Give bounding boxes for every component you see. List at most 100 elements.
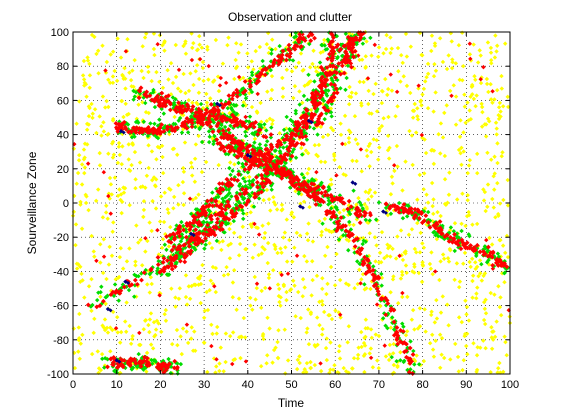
- clutter-point: [492, 154, 497, 159]
- observation-core-point: [196, 114, 202, 120]
- clutter-point: [306, 342, 312, 347]
- clutter-point: [467, 259, 472, 265]
- observation-core-point: [168, 255, 174, 260]
- clutter-point: [189, 31, 194, 36]
- observation-core-point: [223, 203, 229, 209]
- clutter-point: [82, 170, 87, 176]
- observation-band-point: [252, 140, 257, 145]
- observation-core-point: [268, 142, 274, 148]
- observation-band-point: [334, 56, 340, 61]
- clutter-point: [437, 36, 443, 41]
- clutter-point: [505, 203, 511, 208]
- observation-core-point: [323, 83, 328, 89]
- clutter-point: [284, 67, 290, 72]
- observation-core-point: [437, 219, 443, 225]
- clutter-point: [205, 44, 210, 50]
- observation-band-point: [240, 164, 246, 169]
- observation-core-point: [337, 197, 343, 202]
- observation-band-point: [411, 348, 416, 354]
- clutter-point: [378, 303, 383, 309]
- clutter-point: [83, 200, 89, 206]
- clutter-point: [469, 84, 475, 89]
- observation-core-point: [290, 142, 296, 148]
- clutter-point: [417, 250, 423, 255]
- clutter-point: [478, 271, 483, 276]
- observation-core-point: [485, 253, 491, 259]
- clutter-point: [462, 250, 468, 256]
- observation-band-point: [448, 225, 454, 230]
- clutter-point: [353, 91, 359, 96]
- clutter-point: [425, 106, 431, 111]
- observation-core-point: [240, 90, 246, 96]
- clutter-point: [100, 270, 106, 276]
- observation-core-point: [148, 267, 154, 273]
- observation-core-point: [196, 110, 202, 116]
- observation-band-point: [354, 42, 359, 47]
- clutter-point: [354, 202, 359, 207]
- observation-core-point: [393, 207, 399, 213]
- observation-core-point: [184, 125, 190, 131]
- clutter-point: [227, 111, 232, 116]
- observation-core-point: [283, 136, 289, 142]
- clutter-point: [497, 360, 502, 366]
- clutter-point: [284, 297, 289, 303]
- observation-core-point: [348, 204, 354, 210]
- observation-core-point: [188, 248, 194, 254]
- observation-core-point: [329, 194, 334, 200]
- clutter-point: [269, 73, 275, 79]
- observation-core-point: [219, 118, 225, 124]
- clutter-point: [136, 102, 141, 107]
- clutter-point: [150, 346, 156, 351]
- observation-core-point: [309, 94, 315, 100]
- clutter-point: [346, 324, 352, 329]
- observation-core-point: [349, 42, 355, 48]
- observation-core-point: [493, 260, 499, 266]
- observation-core-point: [323, 189, 328, 195]
- clutter-point: [144, 173, 150, 179]
- observation-band-point: [95, 297, 100, 303]
- observation-core-point: [179, 107, 184, 113]
- observation-core-point: [312, 93, 318, 98]
- clutter-point: [504, 353, 509, 358]
- observation-core-point: [105, 364, 110, 370]
- clutter-point: [306, 307, 311, 312]
- observation-core-point: [319, 190, 324, 196]
- observation-core-point: [236, 150, 242, 156]
- clutter-point: [137, 160, 143, 165]
- clutter-point: [96, 366, 102, 371]
- clutter-point: [304, 259, 310, 264]
- clutter-point: [214, 364, 219, 369]
- observation-core-point: [239, 146, 245, 151]
- observation-band-point: [311, 126, 317, 131]
- clutter-point: [337, 343, 342, 349]
- clutter-point: [502, 279, 507, 285]
- estimate-point: [191, 233, 196, 238]
- clutter-point: [502, 41, 508, 46]
- clutter-point: [342, 113, 348, 119]
- observation-band-point: [268, 67, 273, 73]
- observation-core-point: [248, 121, 254, 127]
- clutter-point: [153, 184, 158, 189]
- clutter-point: [118, 55, 124, 60]
- clutter-point: [261, 235, 267, 241]
- observation-core-point: [455, 242, 461, 248]
- observation-core-point: [280, 48, 286, 54]
- observation-core-point: [163, 363, 169, 369]
- observation-core-point: [288, 175, 294, 181]
- clutter-point: [124, 259, 130, 264]
- clutter-point: [181, 43, 186, 49]
- observation-band-point: [201, 220, 206, 225]
- observation-band-point: [176, 256, 182, 262]
- clutter-point: [337, 277, 343, 283]
- clutter-point: [82, 80, 87, 86]
- observation-core-point: [116, 126, 121, 132]
- clutter-point: [198, 300, 203, 306]
- clutter-point: [337, 164, 342, 170]
- clutter-point: [383, 76, 388, 82]
- clutter-point: [275, 339, 280, 345]
- clutter-point: [255, 225, 261, 231]
- clutter-point: [330, 367, 336, 372]
- clutter-point: [228, 241, 234, 246]
- clutter-point: [452, 221, 458, 226]
